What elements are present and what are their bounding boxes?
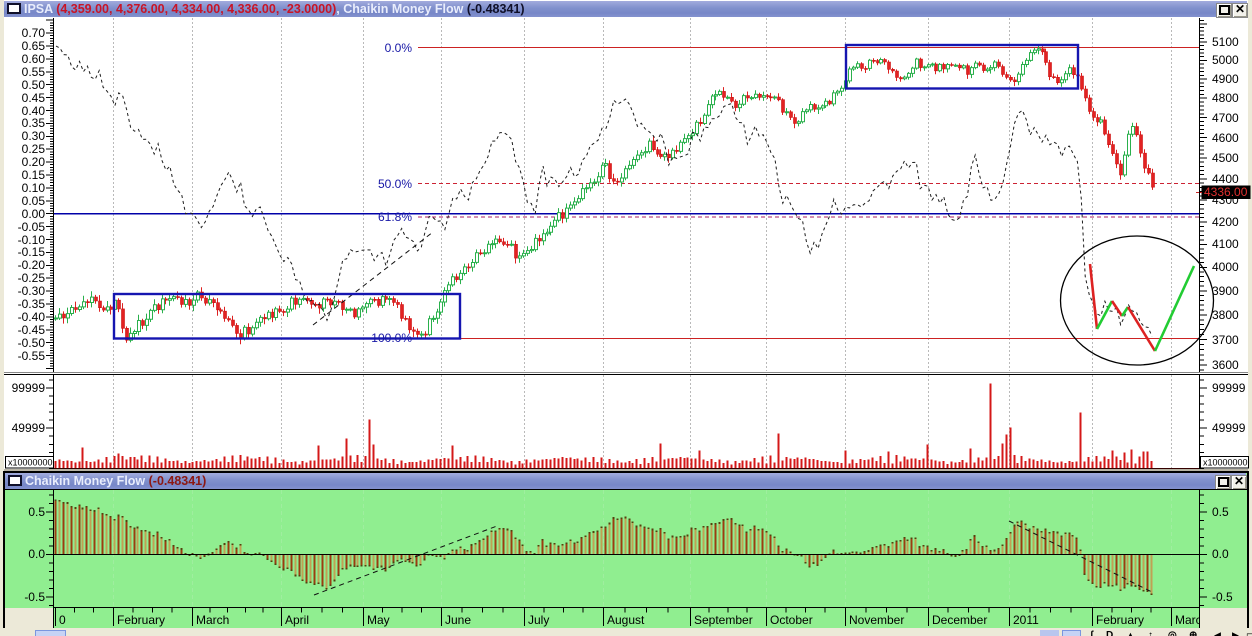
- svg-text:-0.30: -0.30: [18, 284, 46, 298]
- svg-text:November: November: [849, 613, 904, 627]
- svg-text:4800: 4800: [1212, 91, 1239, 105]
- svg-text:0.00: 0.00: [22, 207, 46, 221]
- svg-text:October: October: [770, 613, 813, 627]
- svg-text:49999: 49999: [1212, 421, 1246, 435]
- svg-text:March: March: [196, 613, 229, 627]
- svg-text:-0.20: -0.20: [18, 258, 46, 272]
- svg-text:0.50: 0.50: [22, 78, 46, 92]
- svg-text:x10000000: x10000000: [8, 458, 53, 468]
- svg-text:-0.40: -0.40: [18, 310, 46, 324]
- svg-text:0.10: 0.10: [22, 181, 46, 195]
- svg-text:4700: 4700: [1212, 111, 1239, 125]
- svg-text:5100: 5100: [1212, 35, 1239, 49]
- svg-text:0.5: 0.5: [1212, 505, 1229, 519]
- svg-text:0: 0: [59, 613, 66, 627]
- svg-text:-0.15: -0.15: [18, 245, 46, 259]
- svg-text:0.65: 0.65: [22, 39, 46, 53]
- svg-text:0.25: 0.25: [22, 142, 46, 156]
- svg-text:0.30: 0.30: [22, 129, 46, 143]
- svg-text:99999: 99999: [12, 381, 46, 395]
- svg-text:99999: 99999: [1212, 381, 1246, 395]
- svg-text:0.5: 0.5: [28, 505, 45, 519]
- svg-text:4900: 4900: [1212, 72, 1239, 86]
- svg-text:April: April: [285, 613, 309, 627]
- svg-text:5000: 5000: [1212, 53, 1239, 67]
- svg-text:May: May: [367, 613, 390, 627]
- svg-text:0.70: 0.70: [22, 26, 46, 40]
- svg-text:-0.5: -0.5: [1212, 590, 1233, 604]
- svg-text:4336.00: 4336.00: [1204, 185, 1248, 199]
- svg-text:July: July: [528, 613, 549, 627]
- svg-text:4500: 4500: [1212, 151, 1239, 165]
- svg-text:-0.10: -0.10: [18, 233, 46, 247]
- svg-text:February: February: [117, 613, 165, 627]
- svg-text:61.8%: 61.8%: [378, 210, 412, 224]
- svg-text:4000: 4000: [1212, 260, 1239, 274]
- svg-text:4600: 4600: [1212, 131, 1239, 145]
- svg-text:June: June: [445, 613, 471, 627]
- svg-text:2011: 2011: [1013, 613, 1039, 627]
- svg-text:4400: 4400: [1212, 172, 1239, 186]
- svg-text:3600: 3600: [1212, 358, 1239, 372]
- svg-text:4100: 4100: [1212, 237, 1239, 251]
- svg-text:3900: 3900: [1212, 284, 1239, 298]
- svg-text:0.20: 0.20: [22, 155, 46, 169]
- svg-text:0.60: 0.60: [22, 52, 46, 66]
- svg-text:August: August: [607, 613, 645, 627]
- svg-text:0.0%: 0.0%: [385, 41, 413, 55]
- svg-text:0.35: 0.35: [22, 116, 46, 130]
- svg-text:-0.45: -0.45: [18, 323, 46, 337]
- svg-text:50.0%: 50.0%: [378, 177, 412, 191]
- svg-text:December: December: [932, 613, 987, 627]
- svg-text:-0.25: -0.25: [18, 271, 46, 285]
- svg-text:0.15: 0.15: [22, 168, 46, 182]
- svg-text:0.05: 0.05: [22, 194, 46, 208]
- svg-text:0.55: 0.55: [22, 65, 46, 79]
- svg-text:4200: 4200: [1212, 215, 1239, 229]
- svg-text:0.0: 0.0: [28, 547, 45, 561]
- svg-text:-0.5: -0.5: [24, 590, 45, 604]
- svg-text:-0.05: -0.05: [18, 220, 46, 234]
- svg-text:0.40: 0.40: [22, 104, 46, 118]
- svg-text:3700: 3700: [1212, 333, 1239, 347]
- svg-text:-0.35: -0.35: [18, 297, 46, 311]
- svg-text:49999: 49999: [12, 421, 46, 435]
- svg-text:x10000000: x10000000: [1203, 458, 1248, 468]
- svg-text:0.0: 0.0: [1212, 547, 1229, 561]
- svg-text:September: September: [694, 613, 753, 627]
- svg-text:February: February: [1096, 613, 1144, 627]
- svg-text:-0.55: -0.55: [18, 349, 46, 363]
- svg-text:-0.50: -0.50: [18, 336, 46, 350]
- svg-text:100.0%: 100.0%: [371, 331, 412, 345]
- svg-text:0.45: 0.45: [22, 91, 46, 105]
- svg-text:3800: 3800: [1212, 308, 1239, 322]
- svg-text:March: March: [1175, 613, 1208, 627]
